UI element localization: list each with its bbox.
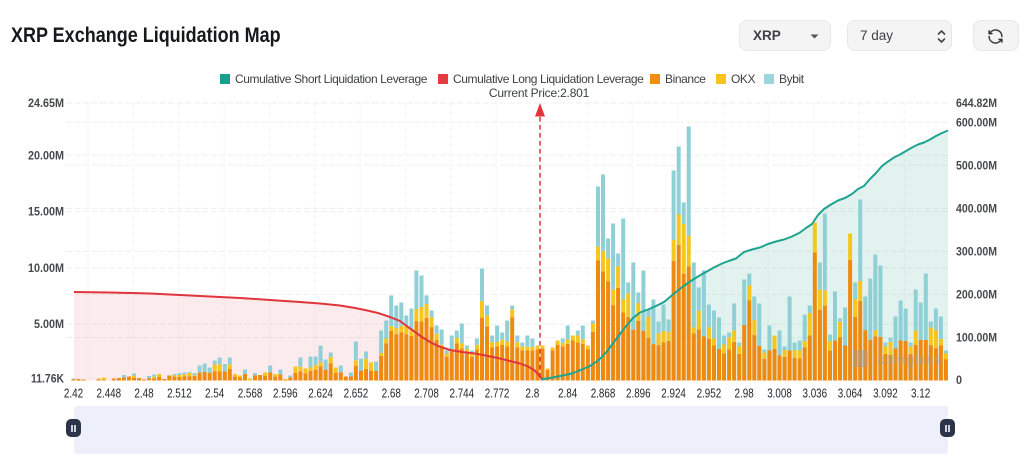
svg-text:11.76K: 11.76K <box>31 374 65 386</box>
svg-text:0: 0 <box>956 375 962 387</box>
svg-text:10.00M: 10.00M <box>28 263 64 275</box>
svg-text:2.772: 2.772 <box>485 387 510 401</box>
svg-text:2.42: 2.42 <box>64 387 83 401</box>
svg-text:2.624: 2.624 <box>308 387 333 401</box>
svg-text:600.00M: 600.00M <box>956 117 997 129</box>
svg-text:15.00M: 15.00M <box>28 207 64 219</box>
svg-text:2.68: 2.68 <box>382 387 401 401</box>
svg-text:3.036: 3.036 <box>803 387 828 401</box>
svg-text:24.65M: 24.65M <box>28 98 64 110</box>
svg-text:2.54: 2.54 <box>205 387 224 401</box>
svg-text:2.448: 2.448 <box>97 387 122 401</box>
svg-text:3.064: 3.064 <box>838 387 863 401</box>
svg-text:2.568: 2.568 <box>238 387 263 401</box>
svg-text:2.512: 2.512 <box>167 387 192 401</box>
svg-text:coinglass: coinglass <box>877 351 942 367</box>
svg-text:2.8: 2.8 <box>525 387 539 401</box>
svg-text:2.924: 2.924 <box>661 387 686 401</box>
svg-text:100.00M: 100.00M <box>956 333 997 345</box>
svg-text:2.744: 2.744 <box>450 387 475 401</box>
svg-text:5.00M: 5.00M <box>34 319 64 331</box>
svg-text:20.00M: 20.00M <box>28 150 64 162</box>
svg-text:2.84: 2.84 <box>558 387 577 401</box>
svg-text:2.952: 2.952 <box>697 387 722 401</box>
svg-text:400.00M: 400.00M <box>956 203 997 215</box>
svg-text:2.652: 2.652 <box>344 387 369 401</box>
svg-text:2.868: 2.868 <box>591 387 616 401</box>
svg-text:3.12: 3.12 <box>911 387 930 401</box>
svg-text:300.00M: 300.00M <box>956 246 997 258</box>
svg-text:644.82M: 644.82M <box>956 98 997 110</box>
svg-text:2.48: 2.48 <box>134 387 153 401</box>
svg-text:2.98: 2.98 <box>735 387 754 401</box>
svg-text:500.00M: 500.00M <box>956 160 997 172</box>
svg-text:2.708: 2.708 <box>414 387 439 401</box>
svg-text:3.092: 3.092 <box>873 387 898 401</box>
svg-text:2.596: 2.596 <box>273 387 298 401</box>
svg-text:3.008: 3.008 <box>767 387 792 401</box>
svg-text:2.896: 2.896 <box>626 387 651 401</box>
svg-text:200.00M: 200.00M <box>956 289 997 301</box>
